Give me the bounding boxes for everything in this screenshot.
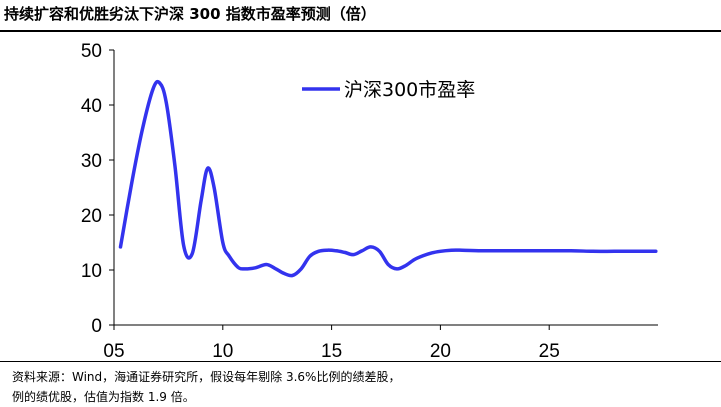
source-line-1: 资料来源：Wind，海通证券研究所，假设每年剔除 3.6%比例的绩差股， (12, 370, 401, 384)
x-tick-label: 05 (103, 341, 124, 362)
chart-axes: 0 10 20 30 40 50 05 10 15 20 25 (81, 41, 658, 362)
plot-area (118, 79, 658, 278)
y-tick-label: 10 (81, 261, 102, 282)
x-tick-label: 10 (212, 341, 233, 362)
source-line-2: 例的绩优股，估值为指数 1.9 倍。 (12, 390, 195, 404)
y-tick-label: 0 (91, 316, 102, 337)
title-rule (0, 30, 721, 32)
series-line (118, 79, 658, 278)
chart-title: 持续扩容和优胜劣汰下沪深 300 指数市盈率预测（倍） (4, 5, 376, 23)
y-tick-label: 20 (81, 206, 102, 227)
x-tick-label: 25 (539, 341, 560, 362)
x-tick-label: 20 (430, 341, 451, 362)
line-chart: 0 10 20 30 40 50 05 10 15 20 25 沪深300市盈率 (81, 41, 658, 362)
x-tick-label: 15 (321, 341, 342, 362)
y-tick-label: 40 (81, 96, 102, 117)
chart-legend: 沪深300市盈率 (302, 79, 475, 101)
source-rule (0, 361, 721, 362)
legend-label: 沪深300市盈率 (344, 79, 475, 101)
y-tick-label: 30 (81, 151, 102, 172)
y-tick-label: 50 (81, 41, 102, 62)
source-note: 资料来源：Wind，海通证券研究所，假设每年剔除 3.6%比例的绩差股， 例的绩… (12, 367, 400, 407)
